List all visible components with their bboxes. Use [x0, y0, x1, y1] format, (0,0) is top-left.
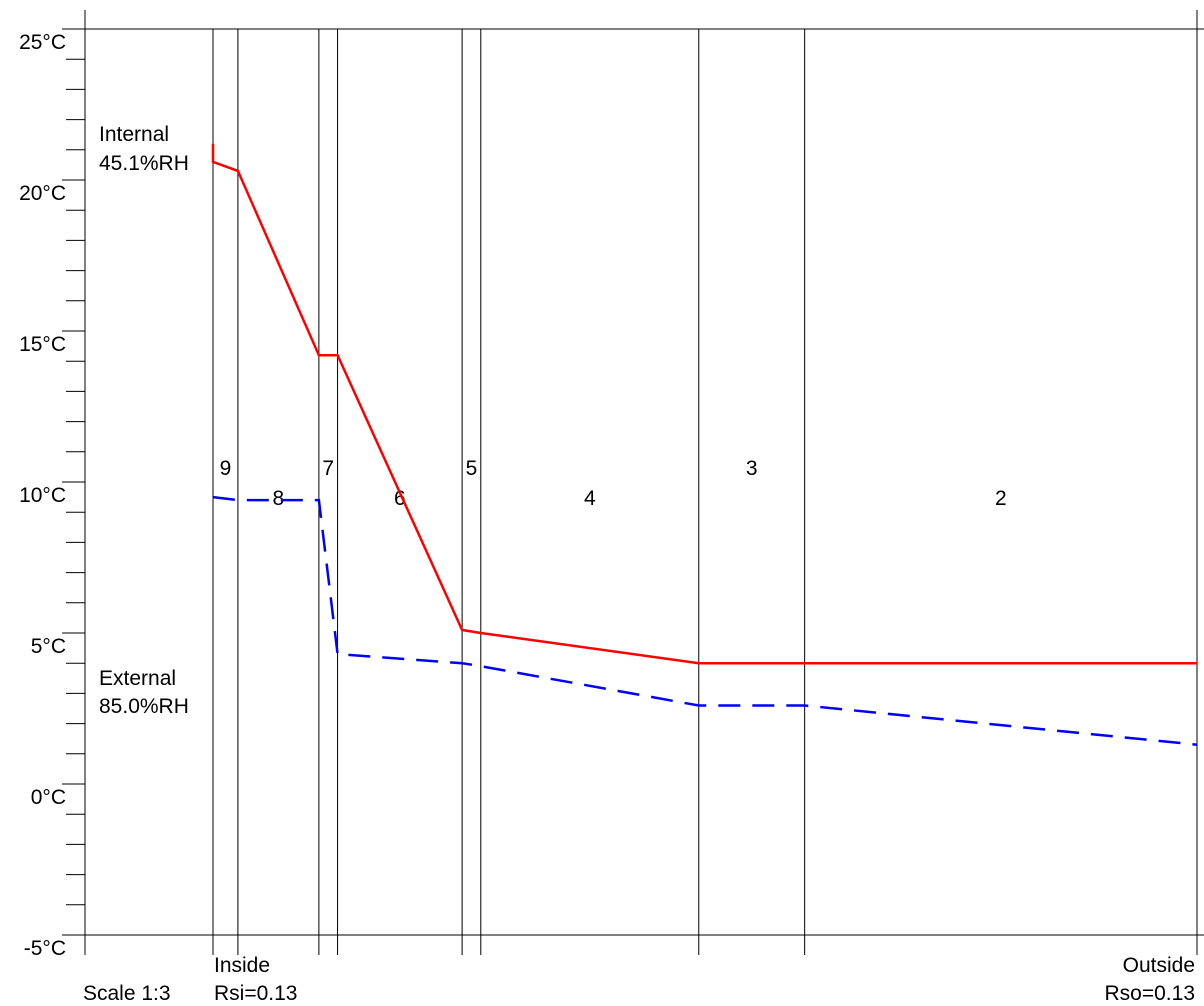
layer-label: 6 — [394, 487, 406, 510]
internal-title: Internal — [99, 123, 169, 146]
layer-label: 9 — [220, 457, 232, 480]
y-tick-label: -5°C — [24, 937, 66, 960]
scale-label: Scale 1:3 — [83, 982, 171, 1005]
layer-boundaries — [212, 29, 1198, 955]
rso-label: Rso=0.13 — [1105, 982, 1195, 1005]
internal-rh: 45.1%RH — [99, 152, 189, 175]
rsi-label: Rsi=0.13 — [214, 982, 297, 1005]
y-tick-label: 10°C — [19, 484, 66, 507]
inside-label: Inside — [214, 954, 270, 977]
layer-label: 4 — [584, 487, 596, 510]
y-tick-label: 25°C — [19, 31, 66, 54]
y-tick-label: 20°C — [19, 182, 66, 205]
y-tick-label: 15°C — [19, 333, 66, 356]
outside-label: Outside — [1123, 954, 1195, 977]
external-rh: 85.0%RH — [99, 695, 189, 718]
layer-label: 8 — [273, 487, 285, 510]
series-lines — [211, 143, 1198, 746]
layer-labels: 9 8 7 6 5 4 3 2 — [220, 457, 1007, 510]
y-tick-label: 5°C — [31, 635, 66, 658]
y-tick-label: 0°C — [31, 786, 66, 809]
dewpoint-line — [212, 495, 1198, 746]
external-title: External — [99, 667, 176, 690]
layer-label: 3 — [746, 457, 758, 480]
layer-label: 7 — [322, 457, 334, 480]
layer-label: 5 — [466, 457, 478, 480]
chart-frame — [84, 10, 1204, 955]
layer-label: 2 — [995, 487, 1007, 510]
y-axis: 25°C 20°C 15°C 10°C 5°C 0°C -5°C — [19, 28, 85, 960]
temperature-line — [211, 143, 1197, 665]
